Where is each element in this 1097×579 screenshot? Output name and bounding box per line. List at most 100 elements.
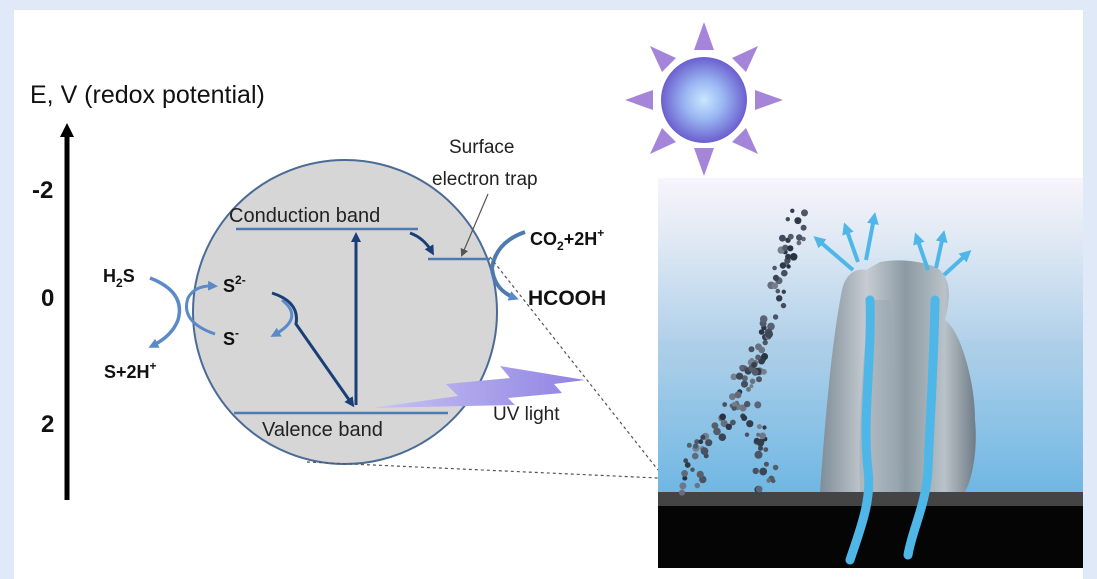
plume-particle (801, 209, 808, 217)
plume-particle (705, 439, 713, 447)
plume-particle (691, 452, 699, 460)
plume-particle (748, 346, 755, 353)
plume-particle (762, 425, 767, 430)
plume-particle (744, 400, 751, 408)
plume-particle (746, 387, 751, 392)
plume-particle (756, 432, 761, 437)
plume-particle (754, 401, 762, 409)
species-s2minus: S2- (223, 273, 246, 296)
plume-particle (787, 233, 794, 240)
plume-particle (734, 391, 742, 399)
axis-title: E, V (redox potential) (30, 81, 265, 109)
plume-particle (722, 402, 728, 407)
plume-particle (694, 482, 701, 489)
plume-particle (741, 415, 748, 421)
co2-reduction-arrow (489, 230, 526, 301)
plume-particle (772, 464, 779, 471)
plume-particle (731, 405, 737, 411)
plume-particle (800, 224, 807, 231)
plume-particle (761, 368, 767, 375)
plume-particle (755, 485, 763, 493)
plume-particle (732, 401, 738, 407)
uv-light-bolt (372, 366, 585, 408)
plume-particle (758, 329, 765, 335)
plume-particle (762, 339, 768, 346)
plume-particle (763, 447, 769, 452)
plume-particle (782, 244, 789, 251)
plume-particle (679, 489, 685, 496)
plume-particle (796, 234, 803, 241)
plume-particle (766, 478, 771, 483)
plume-particle (741, 380, 748, 388)
plume-particle (758, 346, 766, 354)
plume-particle (751, 369, 759, 376)
plume-particle (775, 288, 781, 294)
plume-particle (749, 378, 756, 385)
plume-particle (725, 423, 732, 430)
plume-particle (772, 314, 779, 320)
plume-particle (729, 393, 736, 401)
plume-particle (694, 439, 700, 445)
plume-particle (755, 354, 761, 361)
plume-particle (758, 445, 763, 451)
plume-particle (763, 461, 769, 467)
hydrothermal-vent-illustration (658, 178, 1083, 568)
plume-particle (751, 362, 757, 368)
plume-particle (741, 375, 748, 382)
trap-transfer-arrow (409, 231, 434, 256)
trap-label-line2: electron trap (432, 169, 538, 190)
plume-particle (786, 264, 791, 269)
plume-particle (758, 357, 765, 365)
plume-particle (754, 450, 763, 459)
trap-pointer (460, 193, 489, 257)
plume-particle (718, 433, 727, 442)
plume-particle (739, 365, 745, 371)
plume-particle (776, 295, 783, 302)
s-regeneration-arrow (185, 280, 218, 336)
plume-particle (681, 470, 688, 477)
tick-0: 0 (41, 285, 54, 312)
valence-band-label: Valence band (262, 419, 383, 441)
plume-particle (787, 245, 794, 252)
plume-particle (756, 438, 765, 447)
plume-particle (692, 443, 699, 449)
plume-particle (686, 442, 692, 448)
plume-particle (756, 376, 762, 383)
plume-particle (682, 475, 688, 481)
s-oxidation-arrow (270, 298, 294, 337)
plume-particle (772, 265, 777, 271)
uv-light-label: UV light (493, 404, 560, 425)
species-co2: CO2+2H+ (530, 226, 604, 253)
plume-particle (749, 384, 754, 389)
plume-particle (759, 467, 768, 476)
species-sminus: S- (223, 326, 239, 349)
plume-particle (730, 373, 738, 381)
plume-particle (746, 420, 754, 428)
plume-particle (794, 217, 802, 225)
plume-particle (700, 447, 709, 455)
plume-particle (752, 467, 759, 475)
plume-particle (789, 252, 798, 261)
plume-particle (785, 253, 791, 260)
species-h2s: H2S (103, 266, 135, 290)
plume-particle (730, 419, 736, 426)
plume-particle (696, 470, 704, 478)
plume-particle (780, 302, 787, 309)
tick-minus-2: -2 (32, 177, 53, 204)
plume-particle (700, 434, 706, 440)
plume-particle (684, 462, 691, 468)
conduction-band-label: Conduction band (229, 205, 380, 227)
zoom-line-lower (306, 461, 659, 479)
plume-particle (756, 424, 762, 430)
species-s-2h: S+2H+ (104, 359, 157, 382)
plume-particle (779, 262, 787, 269)
plume-particle (781, 289, 786, 294)
plume-particle (790, 208, 795, 213)
plume-particle (767, 322, 775, 331)
plume-particle (772, 274, 780, 281)
plume-particle (711, 422, 719, 429)
hole-transfer-arrow (271, 291, 355, 408)
sun-icon (625, 22, 783, 176)
